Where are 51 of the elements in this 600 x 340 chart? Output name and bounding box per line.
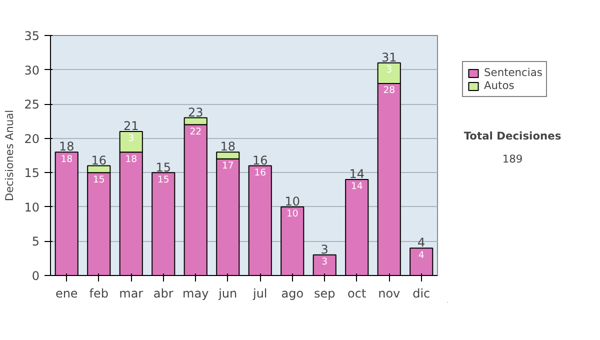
total-label: 18 bbox=[58, 140, 74, 154]
x-tick-label: ago bbox=[281, 286, 304, 300]
data-label: 4 bbox=[418, 250, 424, 261]
data-label: 16 bbox=[254, 168, 266, 179]
y-tick-label: 5 bbox=[32, 234, 40, 249]
x-tick-label: jul bbox=[252, 286, 268, 300]
x-tick-label: dic bbox=[412, 286, 430, 300]
data-label: 18 bbox=[125, 154, 138, 165]
data-label: 3 bbox=[322, 256, 328, 268]
text: Total Decisiones bbox=[464, 130, 562, 142]
total-label: 3 bbox=[320, 242, 328, 257]
data-label: 10 bbox=[286, 208, 298, 220]
x-tick-label: ene bbox=[55, 286, 78, 300]
data-label: 22 bbox=[190, 126, 202, 138]
total-label: 14 bbox=[349, 167, 365, 182]
data-label: 17 bbox=[222, 160, 234, 172]
y-tick-label: 15 bbox=[24, 166, 40, 180]
data-label: 18 bbox=[60, 154, 73, 165]
data-label: 28 bbox=[383, 85, 396, 96]
legend-label: Sentencias bbox=[484, 66, 542, 79]
total-label: 15 bbox=[156, 160, 172, 174]
legend-label: Autos bbox=[484, 79, 514, 92]
total-label: 16 bbox=[252, 153, 268, 168]
total-label: 21 bbox=[123, 119, 139, 134]
x-tick-label: abr bbox=[153, 286, 174, 300]
y-tick-label: 0 bbox=[32, 269, 40, 283]
total-label: 4 bbox=[418, 236, 426, 250]
data-label: 3 bbox=[128, 133, 134, 144]
x-tick-label: mar bbox=[119, 286, 144, 300]
x-tick-label: feb bbox=[89, 286, 108, 300]
x-tick-label: may bbox=[182, 286, 209, 300]
x-tick-label: sep bbox=[314, 286, 336, 300]
x-tick-label: oct bbox=[348, 286, 366, 300]
total-label: 31 bbox=[381, 50, 397, 65]
y-tick-label: 30 bbox=[24, 63, 40, 78]
total-label: 18 bbox=[220, 140, 236, 154]
data-label: 15 bbox=[157, 174, 170, 186]
data-label: 14 bbox=[350, 181, 363, 192]
y-axis-title: Decisiones Anual bbox=[3, 110, 16, 202]
data-label: 3 bbox=[386, 64, 392, 76]
total-label: 16 bbox=[91, 153, 107, 168]
y-tick-label: 25 bbox=[24, 98, 40, 112]
x-tick-label: nov bbox=[378, 286, 400, 300]
text: 189 bbox=[502, 152, 523, 166]
y-tick-label: 10 bbox=[24, 200, 40, 214]
y-tick-label: 35 bbox=[24, 29, 40, 43]
data-label: 15 bbox=[92, 174, 105, 186]
x-tick-label: jun bbox=[218, 286, 238, 300]
total-label: 23 bbox=[188, 105, 204, 120]
y-tick-label: 20 bbox=[24, 132, 40, 146]
total-label: 10 bbox=[284, 194, 300, 209]
